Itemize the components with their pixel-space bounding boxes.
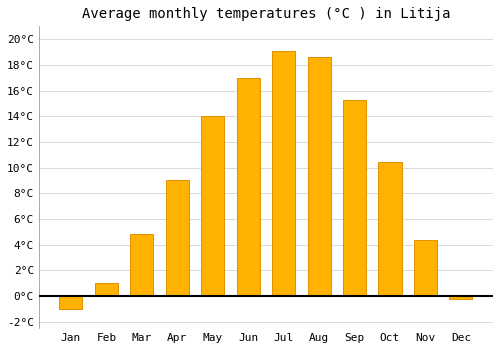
Bar xyxy=(378,162,402,296)
Title: Average monthly temperatures (°C ) in Litija: Average monthly temperatures (°C ) in Li… xyxy=(82,7,450,21)
Bar xyxy=(130,234,154,296)
Bar xyxy=(60,296,82,309)
Bar xyxy=(272,51,295,296)
Bar xyxy=(95,283,118,296)
Bar xyxy=(343,99,366,296)
Bar xyxy=(308,57,330,296)
Bar xyxy=(236,78,260,296)
Bar xyxy=(166,181,189,296)
Bar xyxy=(450,296,472,299)
Bar xyxy=(414,239,437,296)
Bar xyxy=(201,116,224,296)
